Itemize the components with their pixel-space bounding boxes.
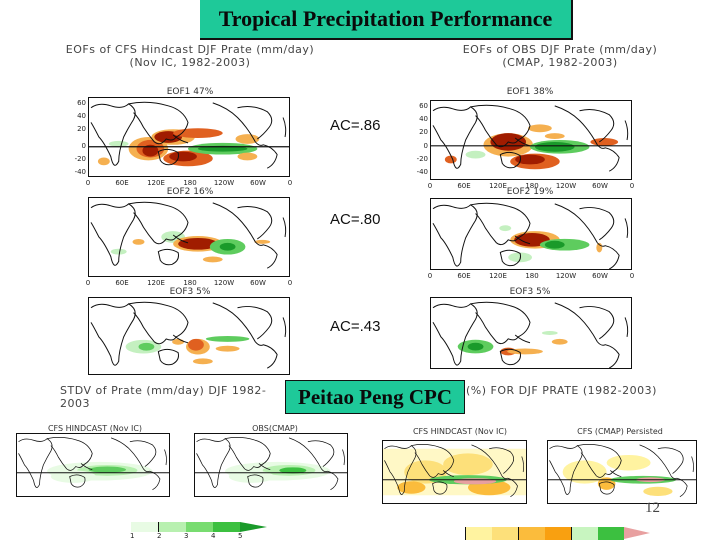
ac-eof1: AC=.86 bbox=[330, 117, 381, 134]
colorbar-label: 3 bbox=[184, 532, 189, 540]
colorbar-arrow bbox=[624, 527, 650, 539]
author-box: Peitao Peng CPC bbox=[285, 380, 465, 414]
ytick: 40 bbox=[77, 112, 86, 120]
right-eof1-map bbox=[430, 100, 632, 180]
skill-colorbar bbox=[465, 527, 665, 540]
xtick: 0 bbox=[427, 272, 433, 280]
colorbar-seg-4 bbox=[545, 527, 571, 540]
xtick: 120W bbox=[213, 179, 235, 187]
left-caption-line1: EOFs of CFS Hindcast DJF Prate (mm/day) bbox=[65, 43, 315, 56]
xtick: 0 bbox=[427, 182, 433, 190]
stdv-cfs-map bbox=[16, 433, 170, 497]
ytick: -20 bbox=[74, 155, 86, 163]
xtick: 120E bbox=[147, 279, 165, 287]
stdv-caption: STDV of Prate (mm/day) DJF 1982-2003 bbox=[60, 384, 267, 410]
colorbar-seg-3 bbox=[186, 522, 213, 532]
colorbar-seg-2 bbox=[158, 522, 186, 532]
left-caption-line2: (Nov IC, 1982-2003) bbox=[129, 56, 251, 69]
right-eof3-title: EOF3 5% bbox=[509, 287, 551, 297]
colorbar-label: 1 bbox=[130, 532, 135, 540]
right-caption-line2: (CMAP, 1982-2003) bbox=[502, 56, 618, 69]
xtick: 120W bbox=[213, 279, 235, 287]
xtick: 0 bbox=[629, 272, 635, 280]
right-column-caption: EOFs of OBS DJF Prate (mm/day) (CMAP, 19… bbox=[400, 43, 720, 69]
colorbar-seg-1 bbox=[131, 522, 158, 532]
xtick: 60E bbox=[115, 279, 129, 287]
ac-eof2: AC=.80 bbox=[330, 211, 381, 228]
xtick: 60W bbox=[250, 179, 266, 187]
colorbar-seg-6 bbox=[598, 527, 624, 540]
skill-persist-map bbox=[547, 440, 697, 504]
left-eof2-map bbox=[88, 197, 290, 277]
left-eof1-map bbox=[88, 97, 290, 177]
xtick: 60W bbox=[250, 279, 266, 287]
ytick: 40 bbox=[419, 115, 428, 123]
xtick: 60W bbox=[592, 182, 608, 190]
xtick: 120W bbox=[555, 272, 577, 280]
xtick: 60E bbox=[115, 179, 129, 187]
ytick: 0 bbox=[423, 142, 428, 150]
ytick: 20 bbox=[77, 125, 86, 133]
ytick: 0 bbox=[81, 142, 86, 150]
xtick: 120W bbox=[555, 182, 577, 190]
skill-cfs-title: CFS HINDCAST (Nov IC) bbox=[412, 427, 508, 436]
xtick: 0 bbox=[85, 279, 91, 287]
right-eof2-map bbox=[430, 198, 632, 270]
colorbar-seg-1 bbox=[465, 527, 492, 540]
xtick: 180 bbox=[183, 179, 197, 187]
right-eof2-title: EOF2 19% bbox=[506, 187, 554, 197]
xtick: 0 bbox=[85, 179, 91, 187]
left-eof3-map bbox=[88, 297, 290, 375]
left-column-caption: EOFs of CFS Hindcast DJF Prate (mm/day) … bbox=[30, 43, 350, 69]
xtick: 180 bbox=[525, 182, 539, 190]
stdv-obs-map bbox=[194, 433, 348, 497]
xtick: 180 bbox=[525, 272, 539, 280]
ytick: 60 bbox=[419, 102, 428, 110]
xtick: 0 bbox=[629, 182, 635, 190]
stdv-obs-title: OBS(CMAP) bbox=[252, 424, 298, 433]
skill-caption: (%) FOR DJF PRATE (1982-2003) bbox=[466, 384, 657, 397]
colorbar-seg-4 bbox=[213, 522, 240, 532]
page-number: 12 bbox=[645, 500, 660, 516]
left-eof3-title: EOF3 5% bbox=[169, 287, 211, 297]
colorbar-seg-2 bbox=[492, 527, 518, 540]
right-caption-line1: EOFs of OBS DJF Prate (mm/day) bbox=[462, 43, 658, 56]
xtick: 0 bbox=[287, 179, 293, 187]
skill-persist-title: CFS (CMAP) Persisted bbox=[577, 427, 663, 436]
right-eof3-map bbox=[430, 297, 632, 369]
xtick: 120E bbox=[147, 179, 165, 187]
ytick: -40 bbox=[416, 168, 428, 176]
xtick: 60E bbox=[457, 182, 471, 190]
xtick: 120E bbox=[489, 182, 507, 190]
left-eof1-title: EOF1 47% bbox=[166, 87, 214, 97]
ytick: 20 bbox=[419, 128, 428, 136]
xtick: 0 bbox=[287, 279, 293, 287]
right-eof1-title: EOF1 38% bbox=[506, 87, 554, 97]
slide-title-box: Tropical Precipitation Performance bbox=[200, 0, 573, 40]
colorbar-arrow bbox=[240, 522, 267, 532]
xtick: 180 bbox=[183, 279, 197, 287]
colorbar-seg-3 bbox=[518, 527, 545, 540]
xtick: 120E bbox=[489, 272, 507, 280]
colorbar-label: 4 bbox=[211, 532, 216, 540]
colorbar-label: 2 bbox=[157, 532, 162, 540]
skill-cfs-map bbox=[382, 440, 527, 504]
stdv-cfs-title: CFS HINDCAST (Nov IC) bbox=[47, 424, 143, 433]
ac-eof3: AC=.43 bbox=[330, 318, 381, 335]
colorbar-label: 5 bbox=[238, 532, 243, 540]
xtick: 60W bbox=[592, 272, 608, 280]
ytick: -20 bbox=[416, 155, 428, 163]
ytick: 60 bbox=[77, 99, 86, 107]
author-label: Peitao Peng CPC bbox=[298, 384, 452, 409]
colorbar-seg-5 bbox=[571, 527, 598, 540]
stdv-colorbar-bar bbox=[131, 522, 271, 532]
ytick: -40 bbox=[74, 168, 86, 176]
slide-title: Tropical Precipitation Performance bbox=[218, 6, 553, 31]
xtick: 60E bbox=[457, 272, 471, 280]
left-eof2-title: EOF2 16% bbox=[166, 187, 214, 197]
